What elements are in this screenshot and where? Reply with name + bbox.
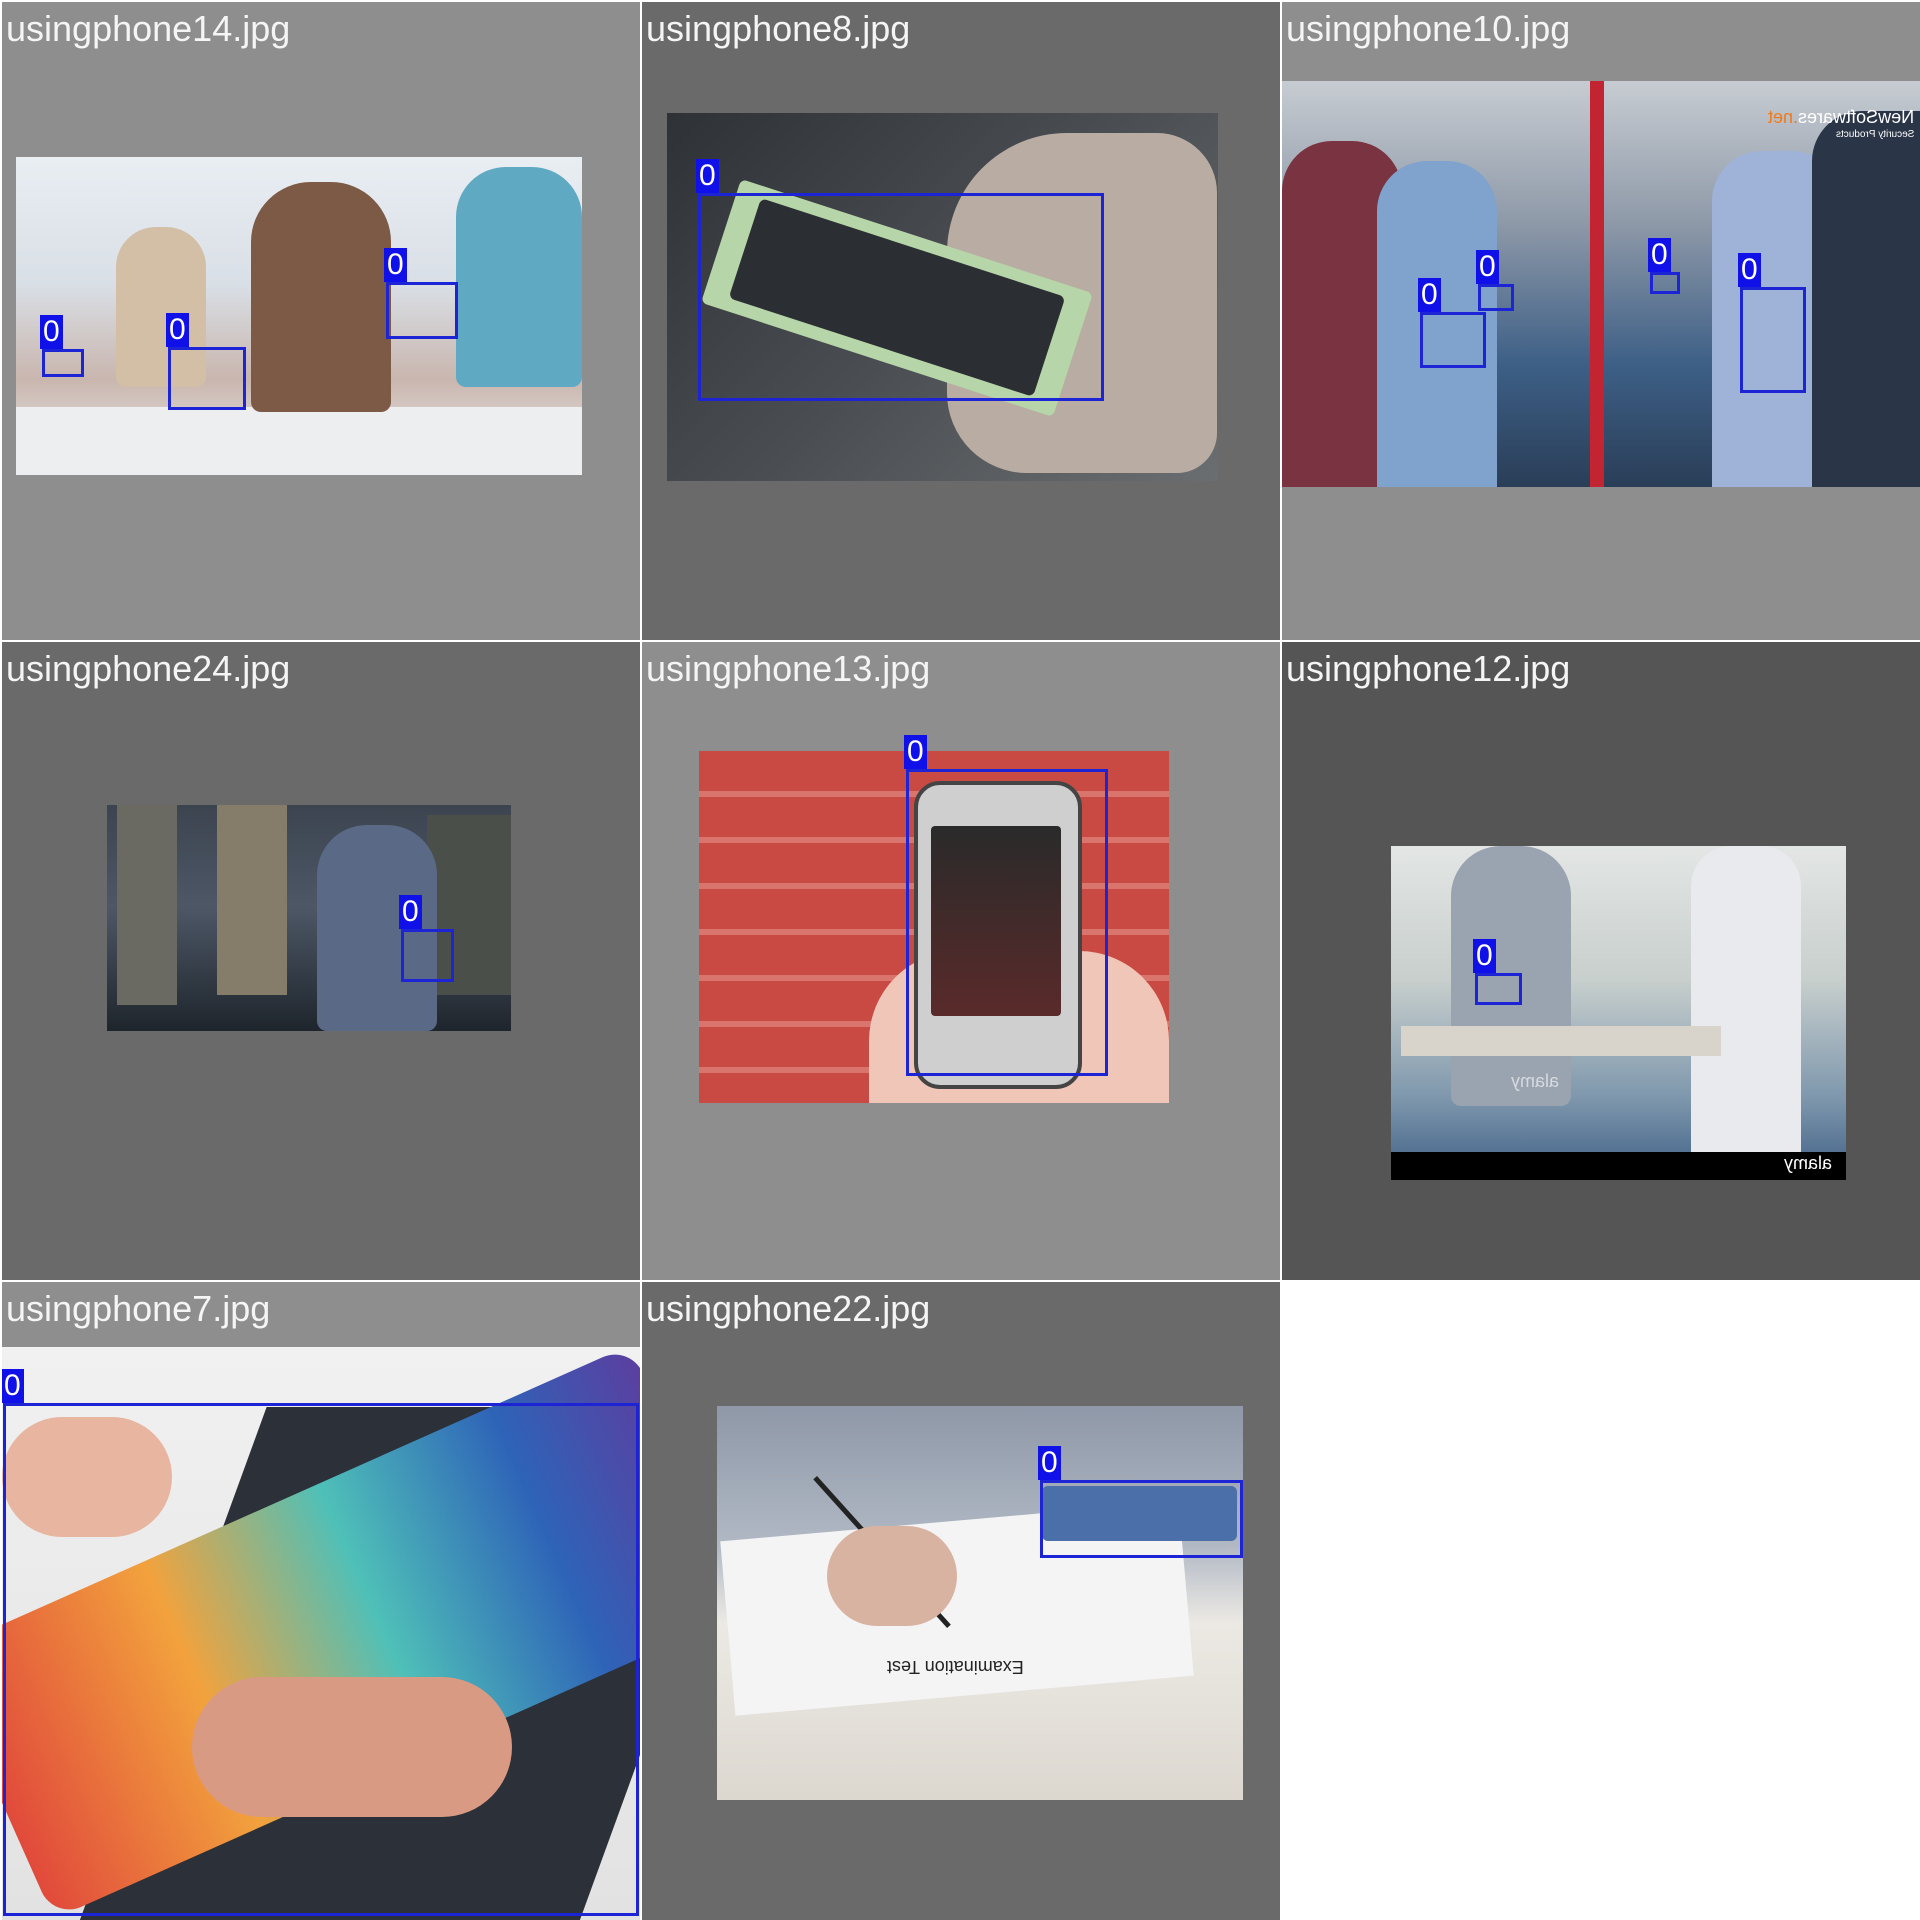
hand: [2, 1417, 172, 1537]
phone: [1042, 1486, 1237, 1541]
detection-label: 0: [1738, 253, 1761, 287]
tile-photo: [2, 1347, 640, 1920]
tile-usingphone13: usingphone13.jpg 0: [642, 642, 1280, 1280]
hand: [827, 1526, 957, 1626]
watermark: NewSoftwares.net: [1768, 107, 1914, 128]
building: [117, 805, 177, 1005]
tile-usingphone12: usingphone12.jpg alamy alamy 0: [1282, 642, 1920, 1280]
tile-filename: usingphone12.jpg: [1286, 648, 1571, 689]
detection-label: 0: [166, 313, 189, 347]
tile-photo: alamy alamy: [1391, 846, 1846, 1180]
tile-photo: [16, 157, 582, 475]
detection-label: 0: [1473, 939, 1496, 973]
tile-filename: usingphone14.jpg: [6, 8, 291, 49]
detection-box: [386, 282, 458, 339]
detection-label: 0: [399, 895, 422, 929]
detection-label: 0: [40, 315, 63, 349]
detection-box: [698, 193, 1104, 401]
person-left: [116, 227, 206, 387]
detection-label: 0: [2, 1369, 24, 1403]
tile-filename: usingphone10.jpg: [1286, 8, 1571, 49]
tile-photo: Examination Test: [717, 1406, 1243, 1800]
detection-label: 0: [384, 248, 407, 282]
detection-box: [168, 347, 246, 410]
detection-box: [3, 1403, 639, 1916]
tile-usingphone8: usingphone8.jpg 0: [642, 2, 1280, 640]
detection-box: [401, 929, 454, 982]
detection-box: [1420, 312, 1486, 368]
person-center: [251, 182, 391, 412]
detection-box: [1040, 1480, 1243, 1558]
desk: [16, 407, 582, 475]
tile-filename: usingphone13.jpg: [646, 648, 931, 689]
hand: [192, 1677, 512, 1817]
detection-box: [1478, 284, 1514, 311]
watermark: alamy: [1511, 1071, 1560, 1091]
exam-paper-title: Examination Test: [887, 1657, 1024, 1677]
detection-label: 0: [696, 159, 719, 193]
detection-box: [1475, 973, 1522, 1005]
tile-usingphone14: usingphone14.jpg 0 0 0: [2, 2, 640, 640]
tile-usingphone22: usingphone22.jpg Examination Test 0: [642, 1282, 1280, 1920]
desk: [1401, 1026, 1721, 1056]
watermark-tld: .net: [1767, 107, 1798, 127]
pole: [1590, 81, 1604, 487]
watermark: alamy: [1783, 1153, 1832, 1173]
tile-usingphone7: usingphone7.jpg 0: [2, 1282, 640, 1920]
building: [217, 805, 287, 995]
watermark-brand: NewSoftwares: [1797, 107, 1914, 127]
detection-box: [42, 349, 84, 377]
person-teacher: [1691, 846, 1801, 1152]
tile-usingphone10: usingphone10.jpg NewSoftwares.net Securi…: [1282, 2, 1920, 640]
watermark-sub: Security Products: [1835, 129, 1914, 140]
person-edge: [1812, 111, 1920, 487]
tile-photo: [107, 805, 511, 1031]
tile-photo: [699, 751, 1169, 1103]
tile-filename: usingphone7.jpg: [6, 1288, 271, 1329]
detection-label: 0: [904, 735, 927, 769]
building: [427, 815, 511, 995]
detection-label: 0: [1648, 238, 1671, 272]
person-right: [456, 167, 582, 387]
detection-box: [906, 769, 1108, 1076]
person-student: [1451, 846, 1571, 1106]
tile-photo: [667, 113, 1218, 481]
tile-filename: usingphone8.jpg: [646, 8, 911, 49]
tile-filename: usingphone22.jpg: [646, 1288, 931, 1329]
detection-label: 0: [1476, 250, 1499, 284]
caption-bar: [1391, 1152, 1846, 1180]
tile-usingphone24: usingphone24.jpg 0: [2, 642, 640, 1280]
person-mid: [1377, 161, 1497, 487]
detection-box: [1740, 287, 1806, 393]
detection-label: 0: [1418, 278, 1441, 312]
detection-box: [1650, 272, 1680, 294]
phone-screen: [931, 826, 1061, 1016]
detection-label: 0: [1038, 1446, 1061, 1480]
tile-photo: NewSoftwares.net Security Products: [1282, 81, 1920, 487]
tile-filename: usingphone24.jpg: [6, 648, 291, 689]
